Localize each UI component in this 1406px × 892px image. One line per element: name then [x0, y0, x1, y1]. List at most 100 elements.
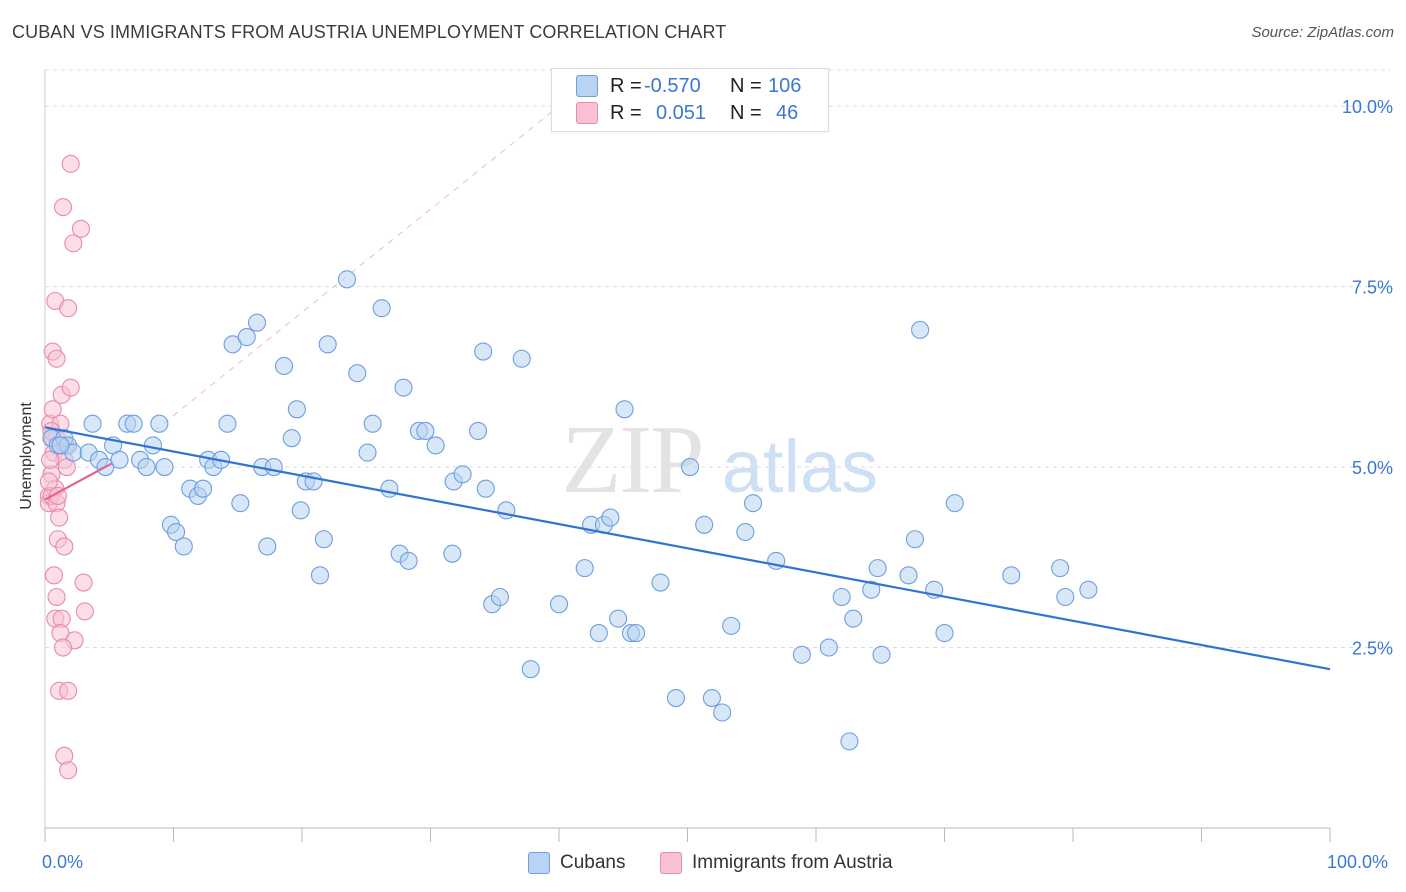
- chart-title: CUBAN VS IMMIGRANTS FROM AUSTRIA UNEMPLO…: [12, 22, 727, 42]
- cubans-point: [167, 522, 186, 542]
- reference-dashed-line: [153, 105, 560, 432]
- axes: [44, 70, 1331, 842]
- cubans-points: [42, 270, 1098, 751]
- cubans-point: [935, 624, 954, 643]
- cubans-point: [218, 414, 237, 433]
- cubans-point: [363, 414, 382, 433]
- austria-point: [55, 537, 74, 556]
- cubans-point: [237, 328, 256, 347]
- austria-point: [59, 681, 78, 700]
- cubans-point: [945, 494, 964, 513]
- cubans-point: [474, 342, 493, 361]
- watermark-zip: ZIP: [562, 406, 703, 514]
- cubans-point: [143, 436, 162, 455]
- cubans-point: [862, 580, 881, 599]
- cubans-point: [310, 566, 330, 585]
- cubans-point: [1056, 587, 1075, 607]
- austria-point: [39, 472, 58, 491]
- austria-point: [41, 450, 60, 469]
- y-tick-label: 7.5%: [1352, 278, 1393, 298]
- austria-legend-swatch: [660, 852, 682, 874]
- austria-trend-line: [44, 462, 113, 501]
- cubans-point: [314, 530, 333, 549]
- cubans-point: [722, 616, 741, 635]
- cubans-point: [110, 450, 129, 469]
- legend-label-austria: Immigrants from Austria: [692, 852, 893, 873]
- cubans-point: [83, 414, 102, 433]
- source-label: Source: ZipAtlas.com: [1251, 24, 1394, 41]
- austria-point: [48, 486, 67, 505]
- cubans-point: [51, 436, 70, 455]
- grid-lines: [45, 69, 1390, 649]
- cubans-point: [868, 559, 887, 578]
- cubans-point: [453, 465, 472, 484]
- cubans-point: [137, 457, 156, 477]
- cubans-point: [549, 595, 569, 614]
- y-tick-labels: 2.5% 5.0% 7.5% 10.0%: [1342, 97, 1393, 658]
- austria-point: [71, 219, 91, 238]
- cubans-point: [476, 479, 495, 498]
- cubans-point: [521, 660, 540, 679]
- austria-point: [75, 602, 94, 621]
- watermark-atlas: atlas: [722, 425, 878, 508]
- austria-point: [43, 400, 62, 419]
- austria-point: [50, 508, 69, 527]
- cubans-point: [575, 559, 594, 578]
- cubans-point: [601, 508, 620, 527]
- cubans-point: [666, 689, 685, 708]
- legend-item-austria[interactable]: Immigrants from Austria: [660, 852, 893, 874]
- r-value: -0.570: [644, 74, 701, 97]
- cubans-point: [1079, 580, 1098, 599]
- n-label: N =: [730, 74, 762, 97]
- cubans-point: [318, 335, 337, 354]
- cubans-point: [348, 364, 367, 383]
- x-tick-min: 0.0%: [42, 852, 84, 872]
- y-tick-label: 5.0%: [1352, 458, 1393, 478]
- cubans-point: [258, 537, 277, 556]
- cubans-point: [399, 551, 418, 570]
- trend-lines: [44, 426, 1331, 671]
- correlation-legend: R = -0.570 N = 106 R = 0.051 N = 46: [551, 68, 829, 132]
- austria-point: [61, 378, 80, 397]
- austria-point: [53, 638, 73, 657]
- cubans-point: [1002, 566, 1021, 585]
- austria-point: [61, 154, 80, 173]
- cubans-point: [264, 457, 283, 477]
- cubans-point: [231, 494, 250, 513]
- cubans-swatch: [576, 75, 598, 97]
- x-tick-max: 100.0%: [1327, 852, 1389, 872]
- cubans-point: [792, 645, 811, 664]
- cubans-trend-line: [44, 426, 1331, 671]
- cubans-point: [426, 436, 445, 455]
- cubans-point: [743, 494, 763, 513]
- austria-point: [64, 234, 83, 253]
- cubans-point: [468, 421, 488, 441]
- cubans-point: [844, 609, 863, 628]
- cubans-point: [702, 689, 721, 708]
- austria-point: [47, 349, 66, 368]
- cubans-point: [905, 530, 924, 549]
- cubans-point: [372, 299, 391, 318]
- cubans-point: [911, 320, 930, 339]
- cubans-point: [651, 573, 670, 592]
- cubans-point: [713, 703, 732, 722]
- cubans-point: [174, 537, 193, 556]
- n-label: N =: [730, 101, 762, 124]
- legend-label-cubans: Cubans: [560, 852, 626, 873]
- cubans-point: [819, 638, 838, 657]
- r-value: 0.051: [656, 101, 707, 124]
- cubans-point: [304, 472, 323, 491]
- cubans-point: [282, 429, 301, 448]
- r-label: R =: [610, 74, 642, 97]
- cubans-point: [155, 457, 174, 477]
- n-value: 106: [768, 74, 802, 97]
- cubans-point: [681, 457, 700, 477]
- austria-point: [74, 573, 93, 592]
- cubans-point: [840, 732, 859, 751]
- legend-item-cubans[interactable]: Cubans: [528, 852, 626, 874]
- cubans-point: [223, 335, 242, 354]
- cubans-point: [194, 479, 213, 498]
- cubans-point: [512, 349, 531, 368]
- reference-line: [153, 105, 560, 432]
